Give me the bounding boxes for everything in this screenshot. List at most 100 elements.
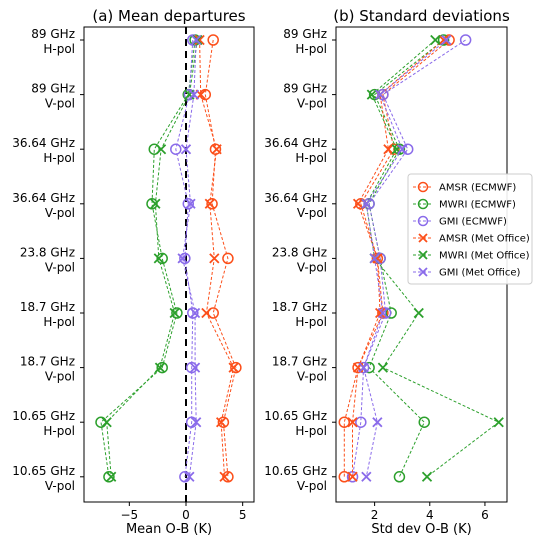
legend-marker [417,181,429,193]
legend-marker [417,215,429,227]
data-point [156,252,168,265]
x-tick-label: 0 [182,508,190,522]
data-point [385,307,397,319]
y-tick-label: H-pol [43,42,75,56]
y-tick-label: V-pol [297,479,327,493]
y-tick-label: 18.7 GHz [20,300,75,314]
data-point [377,307,389,319]
data-point [106,471,117,482]
data-point [219,471,230,482]
data-point [177,253,188,264]
series-line [199,39,235,477]
y-tick-label: H-pol [43,315,75,329]
data-point [372,417,383,428]
data-point [358,362,369,373]
data-point [374,307,386,319]
y-tick-label: 10.65 GHz [264,464,327,478]
y-tick-label: 89 GHz [31,82,75,96]
data-point [209,253,220,264]
y-tick-label: H-pol [295,151,327,165]
legend-label: GMI (Met Office) [439,268,520,279]
legend-item-gmi-met-office: GMI (Met Office) [413,267,520,279]
data-point [352,198,364,209]
data-point [146,198,158,210]
legend-marker [417,198,429,210]
data-point [222,471,234,483]
y-tick-label: H-pol [295,42,327,56]
data-point [397,144,408,155]
legend-label: MWRI (Met Office) [439,251,530,262]
data-point [347,417,358,428]
data-point [189,362,201,373]
series-gmi-met-office [358,34,452,482]
data-point [338,416,351,428]
series-line [182,39,197,477]
data-point [153,253,164,264]
data-point [156,361,168,374]
data-point [201,307,212,319]
series-line [352,39,466,477]
chart-title: (a) Mean departures [92,7,245,25]
legend-label: AMSR (Met Office) [439,234,530,245]
x-tick-label: 6 [481,508,489,522]
data-point [206,198,218,210]
data-point [230,361,242,374]
data-point [215,417,227,428]
data-point [366,89,377,100]
data-point [154,362,166,373]
data-point [228,362,239,373]
y-tick-label: 18.7 GHz [20,355,75,369]
x-tick-label: −5 [120,508,138,522]
data-point [103,471,115,483]
y-tick-label: V-pol [45,479,75,493]
data-point [170,143,182,155]
legend-marker [418,267,428,277]
series-line [352,39,444,477]
y-tick-label: 10.65 GHz [264,409,327,423]
legend-box [407,173,533,285]
data-point [421,471,433,482]
data-point [437,34,450,46]
data-point [188,89,200,100]
legend-label: GMI (ECMWF) [439,217,507,228]
x-axis-label: Mean O-B (K) [126,522,212,537]
legend-item-mwri-met-office: MWRI (Met Office) [413,250,530,262]
y-tick-label: V-pol [45,370,75,384]
y-tick-label: V-pol [45,260,75,274]
series-gmi-ecmwf [170,34,199,483]
legend-label: MWRI (ECMWF) [439,200,516,211]
y-tick-label: H-pol [295,315,327,329]
y-tick-label: H-pol [295,424,327,438]
data-point [369,253,380,264]
series-line [100,39,196,477]
legend-item-amsr-ecmwf: AMSR (ECMWF) [413,181,516,194]
axes-frame [83,26,255,503]
y-tick-label: 89 GHz [283,27,327,41]
chart-title: (b) Standard deviations [333,7,510,25]
data-point [383,144,394,155]
legend-marker [418,250,428,260]
y-tick-label: 23.8 GHz [20,245,75,259]
y-tick-label: 89 GHz [283,82,327,96]
y-tick-label: V-pol [297,97,327,111]
data-point [222,252,234,265]
data-point [211,144,222,155]
data-point [207,307,219,319]
series-mwri-ecmwf [95,34,201,483]
data-point [150,198,161,209]
x-tick-label: 4 [426,508,434,522]
data-point [355,416,367,428]
data-point [185,198,196,209]
data-point [207,34,219,46]
legend-item-amsr-met-office: AMSR (Met Office) [413,233,530,245]
data-point [377,362,389,373]
data-point [374,89,386,100]
data-point [361,198,372,209]
y-tick-label: 18.7 GHz [272,300,327,314]
legend-label: AMSR (ECMWF) [439,183,516,194]
series-line [204,39,237,477]
data-point [191,34,202,46]
data-point [194,34,205,46]
